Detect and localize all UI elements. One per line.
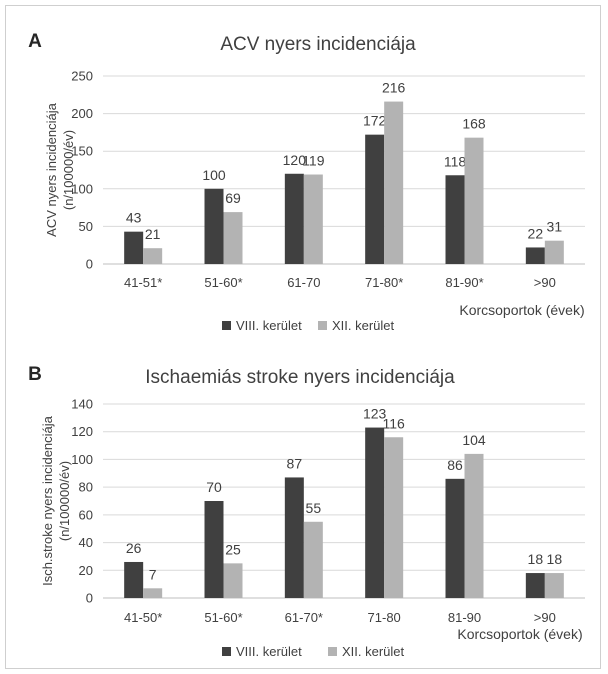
chart1-x-tick-label: 51-60* xyxy=(204,275,242,290)
chart1-bar xyxy=(464,137,484,264)
chart2-y-tick-label: 140 xyxy=(71,397,93,412)
chart1-y-tick-label: 50 xyxy=(79,219,93,234)
chart2-data-label: 86 xyxy=(447,457,463,473)
chart1-data-label: 168 xyxy=(462,116,486,132)
chart1-y-tick-label: 0 xyxy=(86,257,93,272)
chart2-y-tick-label: 100 xyxy=(71,452,93,467)
chart2-x-tick-label: 41-50* xyxy=(124,610,162,625)
chart2-legend-swatch xyxy=(328,647,337,656)
chart2-bar xyxy=(284,477,304,598)
chart1-bar xyxy=(284,173,304,264)
chart2-x-tick-label: 71-80 xyxy=(368,610,401,625)
chart2-y-tick-label: 40 xyxy=(79,535,93,550)
chart1-bar xyxy=(384,101,404,265)
chart2-bar xyxy=(525,573,545,598)
chart1-y-axis-label: ACV nyers incidenciája xyxy=(44,102,59,236)
chart2-data-label: 70 xyxy=(206,479,222,495)
chart2-data-label: 116 xyxy=(383,415,406,431)
chart2-data-label: 104 xyxy=(462,432,486,448)
chart1-data-label: 172 xyxy=(363,113,387,129)
chart1-bar xyxy=(445,175,465,264)
chart1-y-tick-label: 200 xyxy=(71,106,93,121)
chart2-bar xyxy=(124,561,144,598)
chart1-data-label: 69 xyxy=(225,190,241,206)
chart1-y-axis-label: (n/100000/év) xyxy=(61,130,76,210)
chart1-x-tick-label: 81-90* xyxy=(445,275,483,290)
chart1-data-label: 216 xyxy=(382,80,406,96)
chart1-x-axis-label: Korcsoportok (évek) xyxy=(459,302,584,318)
chart1-legend-swatch xyxy=(222,321,231,330)
chart1-bar xyxy=(223,212,243,264)
chart2-bar xyxy=(204,501,224,598)
chart2-legend-swatch xyxy=(222,647,231,656)
chart2-data-label: 7 xyxy=(149,566,157,582)
chart2-title: Ischaemiás stroke nyers incidenciája xyxy=(145,367,455,388)
chart1-y-tick-label: 250 xyxy=(71,69,93,84)
chart1-x-tick-label: >90 xyxy=(534,275,556,290)
chart2-x-tick-label: 51-60* xyxy=(204,610,242,625)
chart2-data-label: 87 xyxy=(287,455,303,471)
chart1-data-label: 22 xyxy=(528,225,544,241)
chart2-panel-letter: B xyxy=(28,364,42,385)
chart2-x-tick-label: 61-70* xyxy=(285,610,323,625)
chart1-bar xyxy=(204,188,224,264)
chart1-data-label: 31 xyxy=(547,219,563,235)
chart2-data-label: 18 xyxy=(528,551,544,567)
figure-frame xyxy=(5,5,601,669)
chart1-x-tick-label: 71-80* xyxy=(365,275,403,290)
chart1-bar xyxy=(525,247,545,264)
chart1-bar xyxy=(143,248,163,264)
chart2-y-tick-label: 20 xyxy=(79,563,93,578)
chart2-bar xyxy=(143,588,163,598)
chart2-data-label: 26 xyxy=(126,540,142,556)
chart1-panel-letter: A xyxy=(28,31,42,52)
chart1-x-tick-label: 61-70 xyxy=(287,275,320,290)
chart2-y-tick-label: 60 xyxy=(79,507,93,522)
chart2-data-label: 123 xyxy=(363,406,387,422)
chart2-bar xyxy=(445,478,465,598)
chart1-title: ACV nyers incidenciája xyxy=(220,34,416,55)
chart1-data-label: 119 xyxy=(302,153,325,169)
chart2-bar xyxy=(223,563,243,598)
chart2-y-tick-label: 0 xyxy=(86,591,93,606)
chart2-data-label: 25 xyxy=(225,541,241,557)
chart2-legend-label: XII. kerület xyxy=(342,644,405,659)
chart2-bar xyxy=(365,427,385,598)
chart1-bar xyxy=(365,134,385,264)
chart2-x-tick-label: >90 xyxy=(534,610,556,625)
chart2-data-label: 18 xyxy=(547,551,563,567)
chart1-data-label: 100 xyxy=(202,167,226,183)
chart1-bar xyxy=(124,231,144,264)
chart1-data-label: 118 xyxy=(444,153,467,169)
chart1-data-label: 120 xyxy=(283,152,307,168)
chart2-legend-label: VIII. kerület xyxy=(236,644,302,659)
chart2-data-label: 55 xyxy=(306,500,322,516)
chart2-x-tick-label: 81-90 xyxy=(448,610,481,625)
chart1-y-tick-label: 100 xyxy=(71,181,93,196)
chart1-data-label: 21 xyxy=(145,226,161,242)
chart1-x-tick-label: 41-51* xyxy=(124,275,162,290)
chart1-bar xyxy=(544,240,564,264)
chart1-legend-label: VIII. kerület xyxy=(236,318,302,333)
chart2-x-axis-label: Korcsoportok (évek) xyxy=(457,626,582,642)
chart2-bar xyxy=(303,521,323,598)
chart1-y-tick-label: 150 xyxy=(71,144,93,159)
chart2-bar xyxy=(384,437,404,598)
chart1-data-label: 43 xyxy=(126,210,142,226)
chart2-bar xyxy=(464,453,484,598)
chart2-y-tick-label: 120 xyxy=(71,424,93,439)
chart2-bar xyxy=(544,573,564,598)
chart1-legend-swatch xyxy=(318,321,327,330)
chart2-y-axis-label: (n/100000/év) xyxy=(57,461,72,541)
chart1-bar xyxy=(303,174,323,264)
chart2-y-axis-label: Isch.stroke nyers incidenciája xyxy=(40,415,55,586)
chart1-legend-label: XII. kerület xyxy=(332,318,395,333)
chart2-y-tick-label: 80 xyxy=(79,480,93,495)
